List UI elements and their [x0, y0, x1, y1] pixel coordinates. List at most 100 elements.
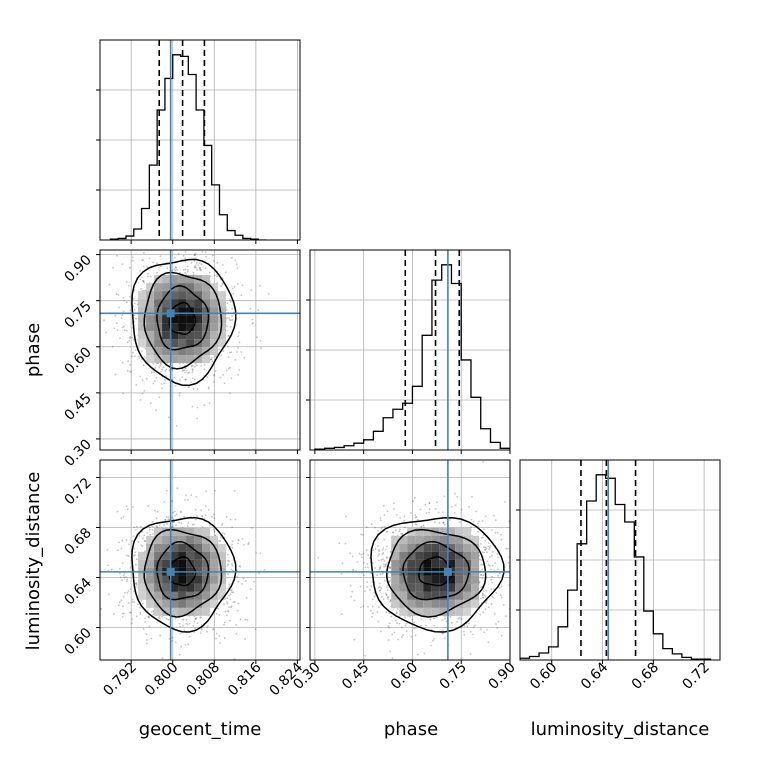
scatter-point	[399, 528, 401, 531]
contour-level	[143, 271, 223, 370]
scatter-point	[371, 598, 374, 601]
scatter-point	[420, 526, 423, 528]
scatter-point	[487, 545, 490, 548]
scatter-point	[251, 322, 254, 325]
scatter-point	[453, 512, 456, 514]
scatter-point	[385, 592, 387, 595]
scatter-point	[184, 257, 187, 260]
scatter-point	[472, 520, 475, 523]
scatter-point	[194, 266, 197, 268]
scatter-point	[364, 654, 367, 657]
scatter-point	[234, 358, 237, 361]
scatter-point	[166, 523, 169, 525]
density-cell	[218, 575, 227, 584]
density-cell	[218, 299, 227, 308]
scatter-point	[240, 294, 243, 297]
scatter-point	[360, 553, 363, 556]
scatter-point	[184, 378, 187, 381]
scatter-point	[393, 502, 395, 505]
density-cell	[178, 315, 187, 324]
scatter-point	[196, 269, 199, 271]
scatter-point	[122, 574, 125, 577]
density-cell	[170, 275, 179, 284]
density-cell	[154, 299, 163, 308]
density-cell	[194, 591, 203, 600]
density-cell	[210, 535, 219, 544]
scatter-point	[480, 597, 482, 600]
scatter-point	[386, 584, 389, 587]
density-cell	[154, 535, 163, 544]
scatter-point	[451, 621, 453, 624]
scatter-point	[379, 573, 382, 576]
scatter-point	[123, 299, 125, 302]
scatter-point	[228, 594, 230, 597]
scatter-point	[206, 376, 209, 378]
scatter-point	[237, 542, 240, 545]
density-cell	[407, 575, 416, 584]
scatter-point	[504, 501, 506, 503]
scatter-panel-1-0	[100, 250, 300, 450]
scatter-point	[190, 365, 193, 368]
scatter-point	[495, 623, 497, 625]
scatter-point	[380, 527, 383, 530]
scatter-point	[194, 518, 197, 521]
scatter-point	[193, 266, 196, 269]
scatter-point	[131, 539, 133, 542]
scatter-point	[442, 521, 445, 524]
scatter-point	[367, 605, 369, 608]
scatter-point	[379, 589, 382, 592]
scatter-point	[393, 631, 396, 634]
scatter-point	[250, 289, 253, 291]
scatter-point	[164, 519, 167, 521]
scatter-point	[199, 616, 202, 619]
scatter-point	[392, 531, 394, 534]
density-cell	[138, 307, 147, 316]
scatter-point	[458, 616, 461, 619]
xlabel-phase: phase	[384, 719, 438, 740]
scatter-point	[185, 622, 188, 625]
scatter-point	[171, 526, 173, 528]
density-cell	[146, 599, 155, 608]
scatter-point	[362, 534, 364, 536]
scatter-point	[114, 373, 117, 376]
scatter-point	[384, 564, 386, 566]
scatter-point	[194, 618, 197, 620]
density-cell	[399, 535, 408, 544]
scatter-point	[122, 596, 125, 598]
density-cell	[202, 551, 211, 560]
scatter-point	[351, 590, 354, 593]
scatter-point	[135, 563, 137, 566]
scatter-point	[477, 530, 479, 533]
scatter-point	[187, 499, 190, 501]
density-cell	[210, 551, 219, 560]
density-cell	[415, 527, 424, 536]
scatter-point	[499, 594, 502, 597]
density-cell	[194, 599, 203, 608]
density-cell	[146, 331, 155, 340]
density-cell	[194, 315, 203, 324]
scatter-point	[227, 587, 229, 590]
scatter-point	[131, 256, 134, 259]
scatter-point	[187, 386, 190, 388]
density-cell	[210, 307, 219, 316]
scatter-point	[128, 543, 131, 546]
scatter-point	[129, 611, 132, 614]
scatter-point	[213, 531, 216, 534]
truth-marker	[166, 309, 175, 318]
scatter-point	[352, 569, 355, 571]
scatter-point	[483, 594, 486, 597]
density-cell	[463, 559, 472, 568]
density-cell	[202, 355, 211, 364]
scatter-point	[183, 629, 186, 632]
scatter-point	[146, 266, 149, 268]
density-cell	[407, 591, 416, 600]
scatter-point	[414, 634, 417, 637]
density-cell	[218, 551, 227, 560]
scatter-point	[132, 297, 135, 300]
scatter-point	[185, 619, 188, 621]
scatter-point	[241, 284, 244, 287]
scatter-point	[205, 505, 207, 507]
scatter-point	[159, 255, 162, 258]
density-cell	[170, 355, 179, 364]
